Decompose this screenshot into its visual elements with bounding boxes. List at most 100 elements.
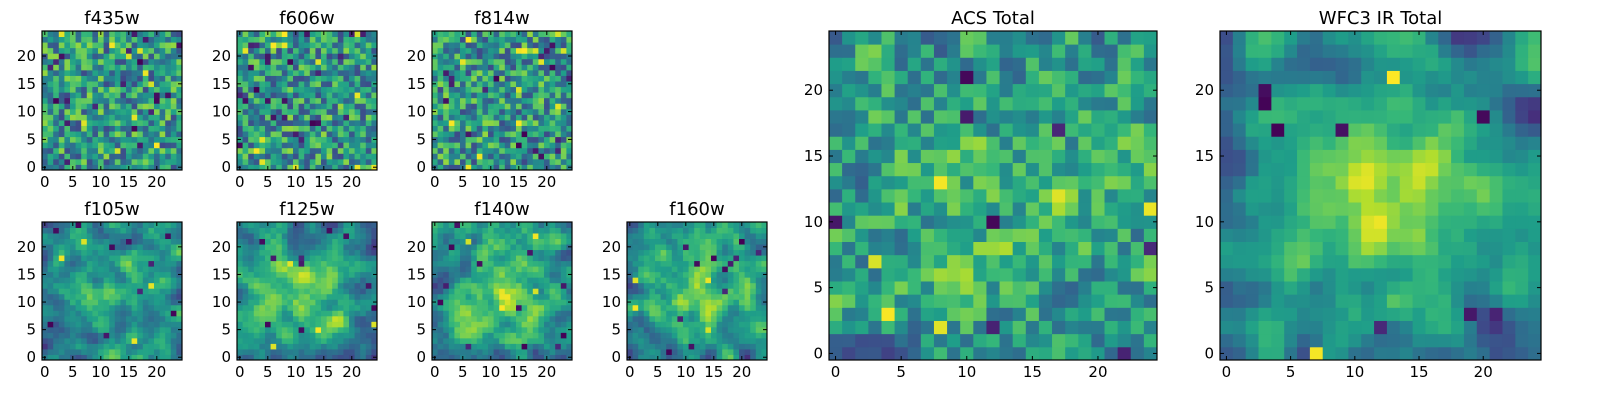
heatmap-cell [549,131,556,138]
heatmap-cell [973,294,987,308]
heatmap-cell [103,47,110,54]
heatmap-cell [566,158,573,165]
heatmap-cell [64,36,71,43]
heatmap-cell [1065,188,1079,203]
heatmap-cell [159,36,166,43]
heatmap-cell [482,310,489,317]
heatmap-cell [560,337,567,344]
heatmap-cell [131,332,138,339]
heatmap-cell [103,142,110,149]
x-tick-label: 20 [537,173,556,191]
heatmap-cell [126,266,133,273]
heatmap-cell [315,233,322,240]
heatmap-cell [666,343,673,350]
heatmap-cell [476,164,483,171]
heatmap-cell [137,227,144,234]
heatmap-cell [1117,241,1132,256]
heatmap-cell [142,260,149,267]
heatmap-cell [555,136,562,143]
heatmap-cell [538,86,545,93]
heatmap-cell [716,332,723,339]
heatmap-cell [649,299,656,306]
heatmap-cell [354,53,361,60]
heatmap-cell [744,222,751,228]
heatmap-cell [448,97,455,104]
heatmap-cell [560,288,567,295]
heatmap-cell [960,254,974,269]
heatmap-cell [109,92,116,99]
heatmap-cell [237,86,244,93]
heatmap-cell [53,75,60,82]
heatmap-cell [881,333,896,348]
axes-frame [431,221,573,361]
heatmap-cell [58,153,65,160]
heatmap-cell [309,36,316,43]
heatmap-cell [159,238,166,245]
heatmap-cell [555,348,562,355]
heatmap-cell [86,282,93,289]
heatmap-cell [549,64,556,71]
heatmap-cell [516,97,523,104]
heatmap-cell [488,326,495,333]
heatmap-cell [315,332,322,339]
heatmap-cell [315,304,322,311]
heatmap-cell [499,348,506,355]
y-tick-label: 20 [212,47,231,65]
heatmap-cell [349,277,356,284]
heatmap-cell [482,103,489,110]
heatmap-cell [337,42,344,49]
heatmap-cell [148,136,155,143]
heatmap-cell [137,58,144,65]
heatmap-cell [237,147,244,154]
heatmap-cell [454,288,461,295]
heatmap-cell [527,31,534,38]
heatmap-cell [360,343,367,350]
heatmap-cell [354,125,361,132]
heatmap-cell [47,75,54,82]
heatmap-cell [120,97,127,104]
heatmap-cell [632,266,639,273]
panel-title: f160w [669,199,724,220]
heatmap-cell [120,343,127,350]
heatmap-cell [315,131,322,138]
heatmap-cell [114,97,121,104]
heatmap-cell [566,348,573,355]
heatmap-cell [842,162,856,177]
heatmap-cell [114,321,121,328]
heatmap-cell [560,86,567,93]
heatmap-cell [293,321,300,328]
heatmap-cell [131,304,138,311]
heatmap-cell [907,202,922,216]
y-tick-label: 5 [611,321,621,339]
heatmap-cell [649,233,656,240]
heatmap-cell [332,103,339,110]
heatmap-cell [443,332,450,339]
heatmap-cell [154,97,161,104]
heatmap-cell [349,249,356,256]
heatmap-cell [660,271,667,278]
heatmap-cell [287,97,294,104]
heatmap-cell [42,337,49,344]
heatmap-cell [70,260,77,267]
heatmap-cell [705,343,712,350]
heatmap-cell [868,307,882,321]
heatmap-cell [131,277,138,284]
heatmap-cell [165,119,172,126]
heatmap-cell [165,315,172,322]
heatmap-cell [868,228,882,243]
heatmap-cell [326,147,333,154]
heatmap-cell [270,147,277,154]
heatmap-cell [973,188,987,203]
heatmap-cell [566,97,573,104]
heatmap-cell [343,164,350,171]
heatmap-cell [632,277,639,284]
heatmap-cell [276,92,283,99]
heatmap-cell [259,42,266,49]
heatmap-cell [465,75,472,82]
heatmap-cell [154,86,161,93]
heatmap-cell [437,310,444,317]
heatmap-cell [64,103,71,110]
heatmap-cell [309,53,316,60]
heatmap-cell [986,307,1001,321]
heatmap-cell [337,332,344,339]
